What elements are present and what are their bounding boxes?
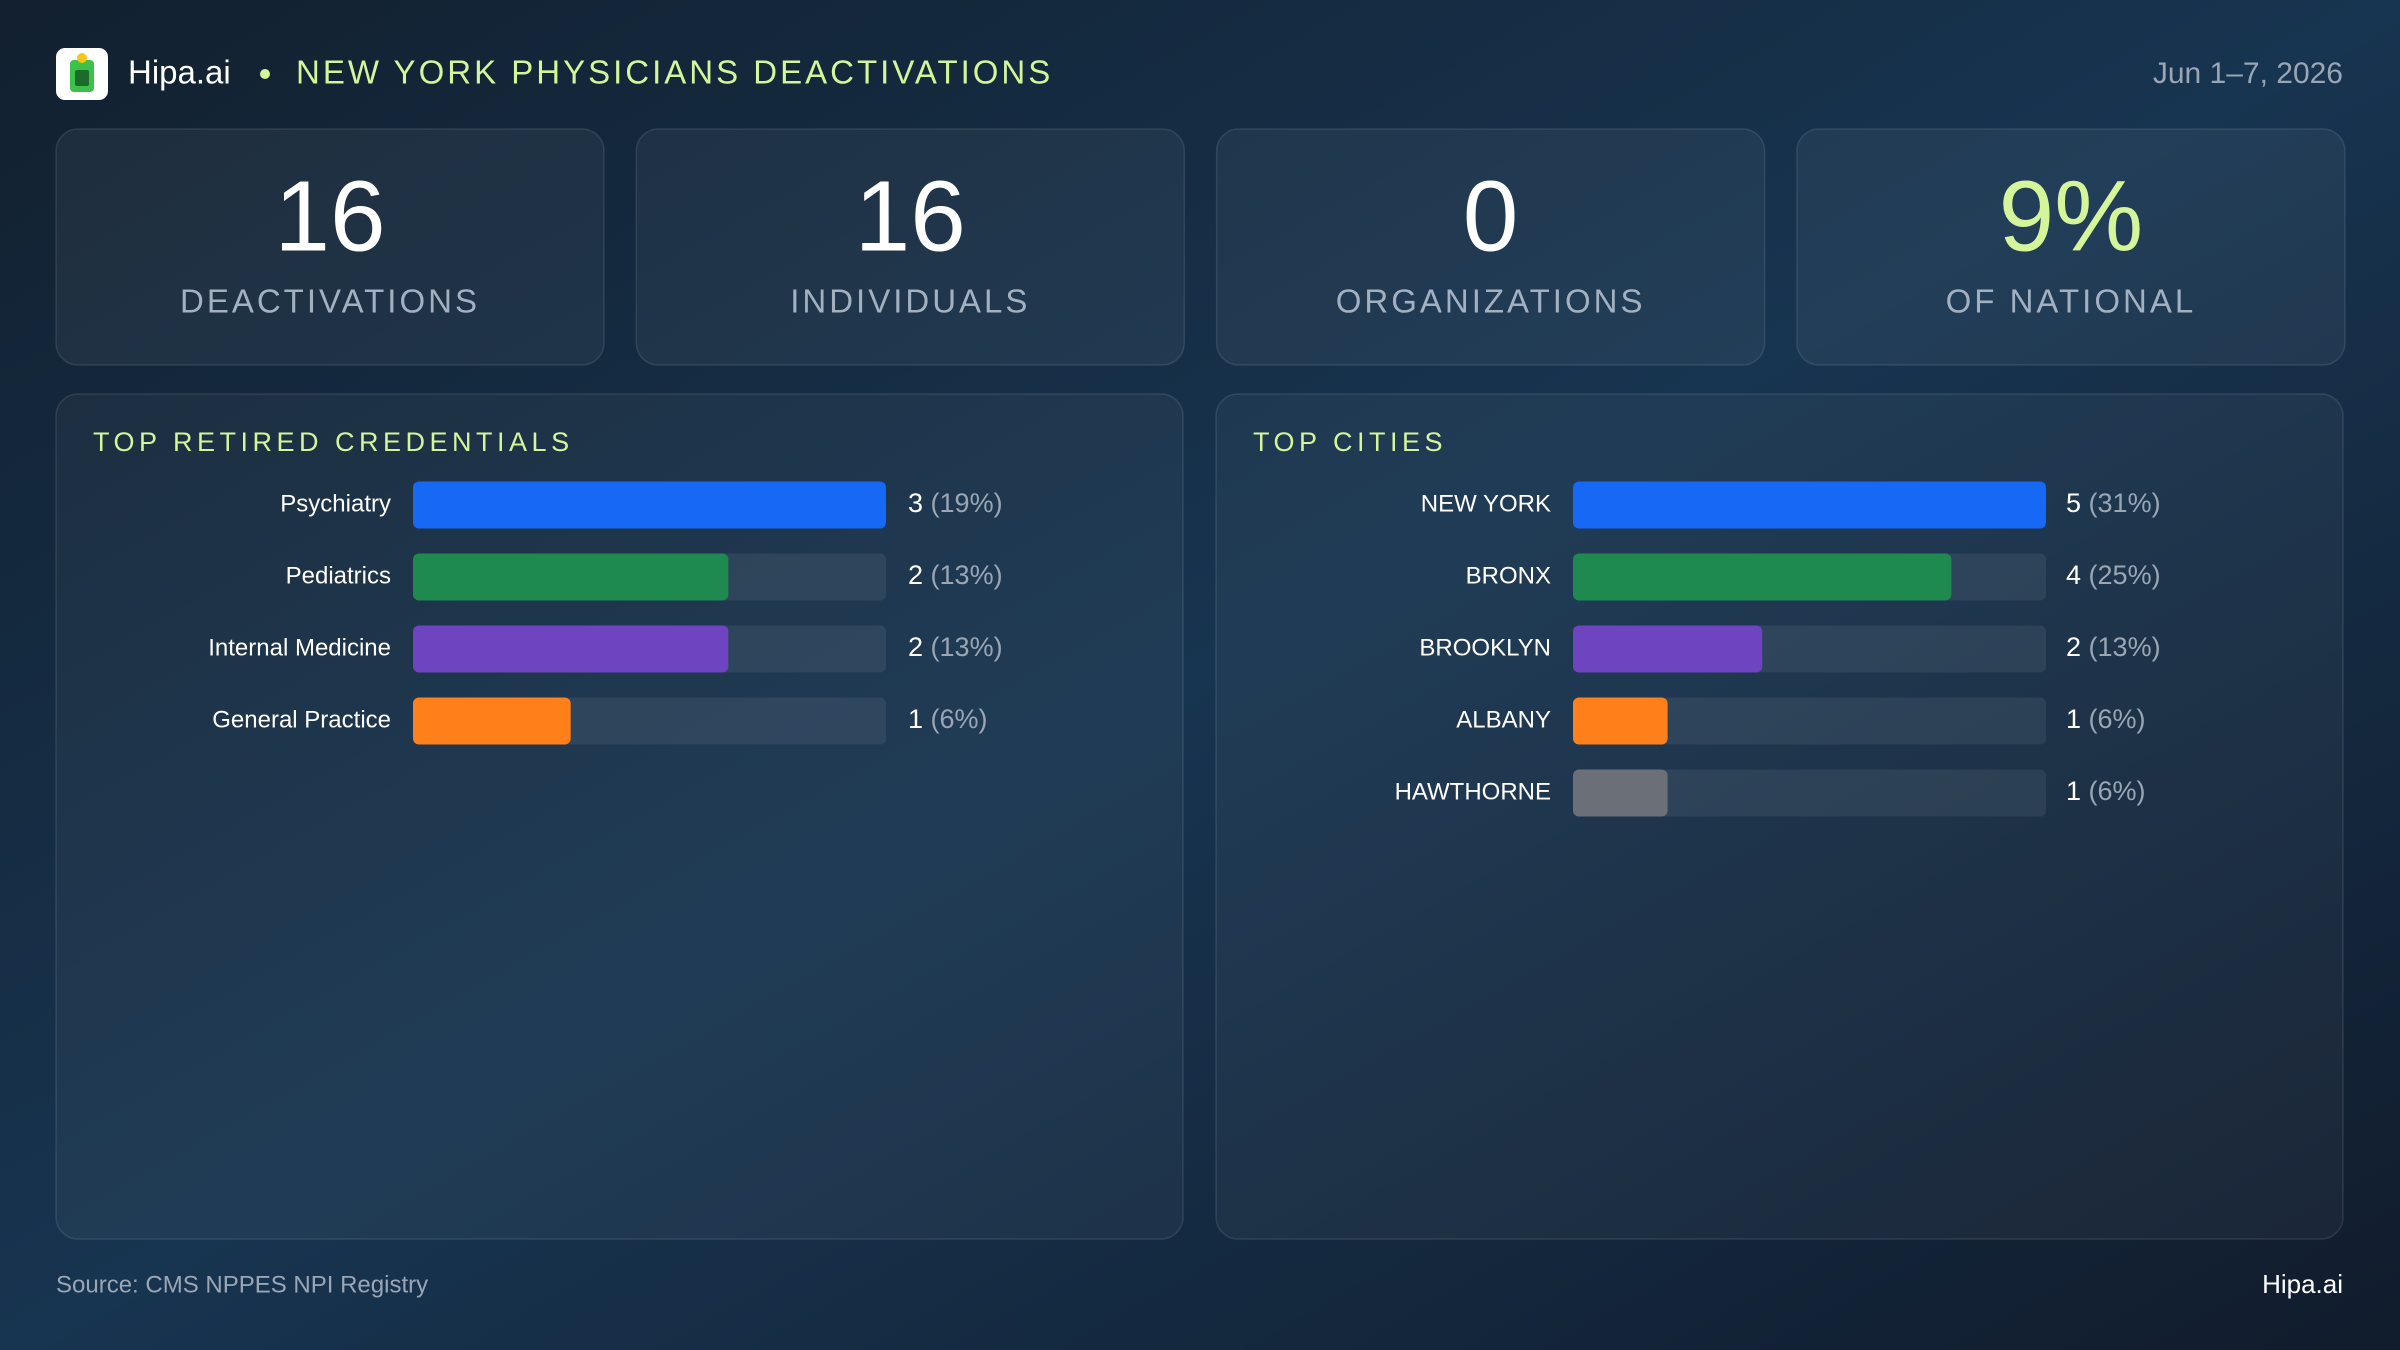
bar <box>1573 481 2046 529</box>
kpi-value: 16 <box>274 160 385 272</box>
bar-value: 2 (13%) <box>2066 632 2161 662</box>
kpi-label: INDIVIDUALS <box>790 283 1030 320</box>
bar <box>413 625 729 673</box>
logo <box>56 48 108 100</box>
brand: Hipa.ai <box>128 54 231 91</box>
bar-count: 1 <box>2066 776 2081 806</box>
bar <box>1573 625 1763 673</box>
bar-value: 5 (31%) <box>2066 488 2161 518</box>
bar-count: 4 <box>2066 560 2081 590</box>
bar-share: (13%) <box>931 560 1003 590</box>
kpi-label: OF NATIONAL <box>1946 283 2197 320</box>
bar <box>1573 769 1668 817</box>
kpi-card <box>55 128 605 366</box>
kpi-card <box>1796 128 2346 366</box>
kpi-card <box>1215 128 1766 366</box>
kpi-value: 0 <box>1463 160 1519 272</box>
page-title: NEW YORK PHYSICIANS DEACTIVATIONS <box>296 54 1053 91</box>
bar-count: 3 <box>908 488 923 518</box>
date-range: Jun 1–7, 2026 <box>2153 57 2343 90</box>
kpi-label: DEACTIVATIONS <box>180 283 480 320</box>
bar-count: 2 <box>908 632 923 662</box>
bar-track <box>1573 769 2046 817</box>
kpi-value: 16 <box>855 160 966 272</box>
bar <box>1573 697 1668 745</box>
bar <box>413 697 571 745</box>
bar <box>413 553 729 601</box>
bar <box>1573 553 1952 601</box>
panel-title: TOP RETIRED CREDENTIALS <box>93 427 574 457</box>
bar-label: NEW YORK <box>1421 490 1551 517</box>
bar-label: Internal Medicine <box>208 634 391 661</box>
bar <box>413 481 886 529</box>
bar-value: 4 (25%) <box>2066 560 2161 590</box>
bar-value: 1 (6%) <box>2066 704 2146 734</box>
bar-count: 1 <box>2066 704 2081 734</box>
bar-count: 2 <box>908 560 923 590</box>
bar-share: (6%) <box>931 704 988 734</box>
bar-label: Psychiatry <box>280 490 391 517</box>
bar-value: 2 (13%) <box>908 560 1003 590</box>
panel-title: TOP CITIES <box>1253 427 1447 457</box>
bar-share: (6%) <box>2089 776 2146 806</box>
bar-share: (19%) <box>931 488 1003 518</box>
bar-share: (25%) <box>2089 560 2161 590</box>
bar-label: HAWTHORNE <box>1395 778 1551 805</box>
bar-label: BROOKLYN <box>1419 634 1551 661</box>
separator-dot <box>260 69 270 79</box>
bar-value: 1 (6%) <box>908 704 988 734</box>
footer-brand: Hipa.ai <box>2262 1269 2343 1299</box>
panel <box>1215 393 2344 1240</box>
source-note: Source: CMS NPPES NPI Registry <box>56 1271 428 1298</box>
bar-share: (13%) <box>931 632 1003 662</box>
bar-label: BRONX <box>1466 562 1551 589</box>
bar-value: 3 (19%) <box>908 488 1003 518</box>
bar-label: ALBANY <box>1456 706 1551 733</box>
bar-share: (31%) <box>2089 488 2161 518</box>
bar-count: 2 <box>2066 632 2081 662</box>
bar-share: (6%) <box>2089 704 2146 734</box>
bar-count: 1 <box>908 704 923 734</box>
bar-label: General Practice <box>212 706 391 733</box>
kpi-label: ORGANIZATIONS <box>1336 283 1646 320</box>
bar-track <box>1573 697 2046 745</box>
bar-label: Pediatrics <box>286 562 391 589</box>
kpi-value: 9% <box>1999 160 2144 272</box>
bar-count: 5 <box>2066 488 2081 518</box>
kpi-card <box>635 128 1186 366</box>
bar-value: 1 (6%) <box>2066 776 2146 806</box>
panel <box>55 393 1184 1240</box>
bar-share: (13%) <box>2089 632 2161 662</box>
bar-value: 2 (13%) <box>908 632 1003 662</box>
